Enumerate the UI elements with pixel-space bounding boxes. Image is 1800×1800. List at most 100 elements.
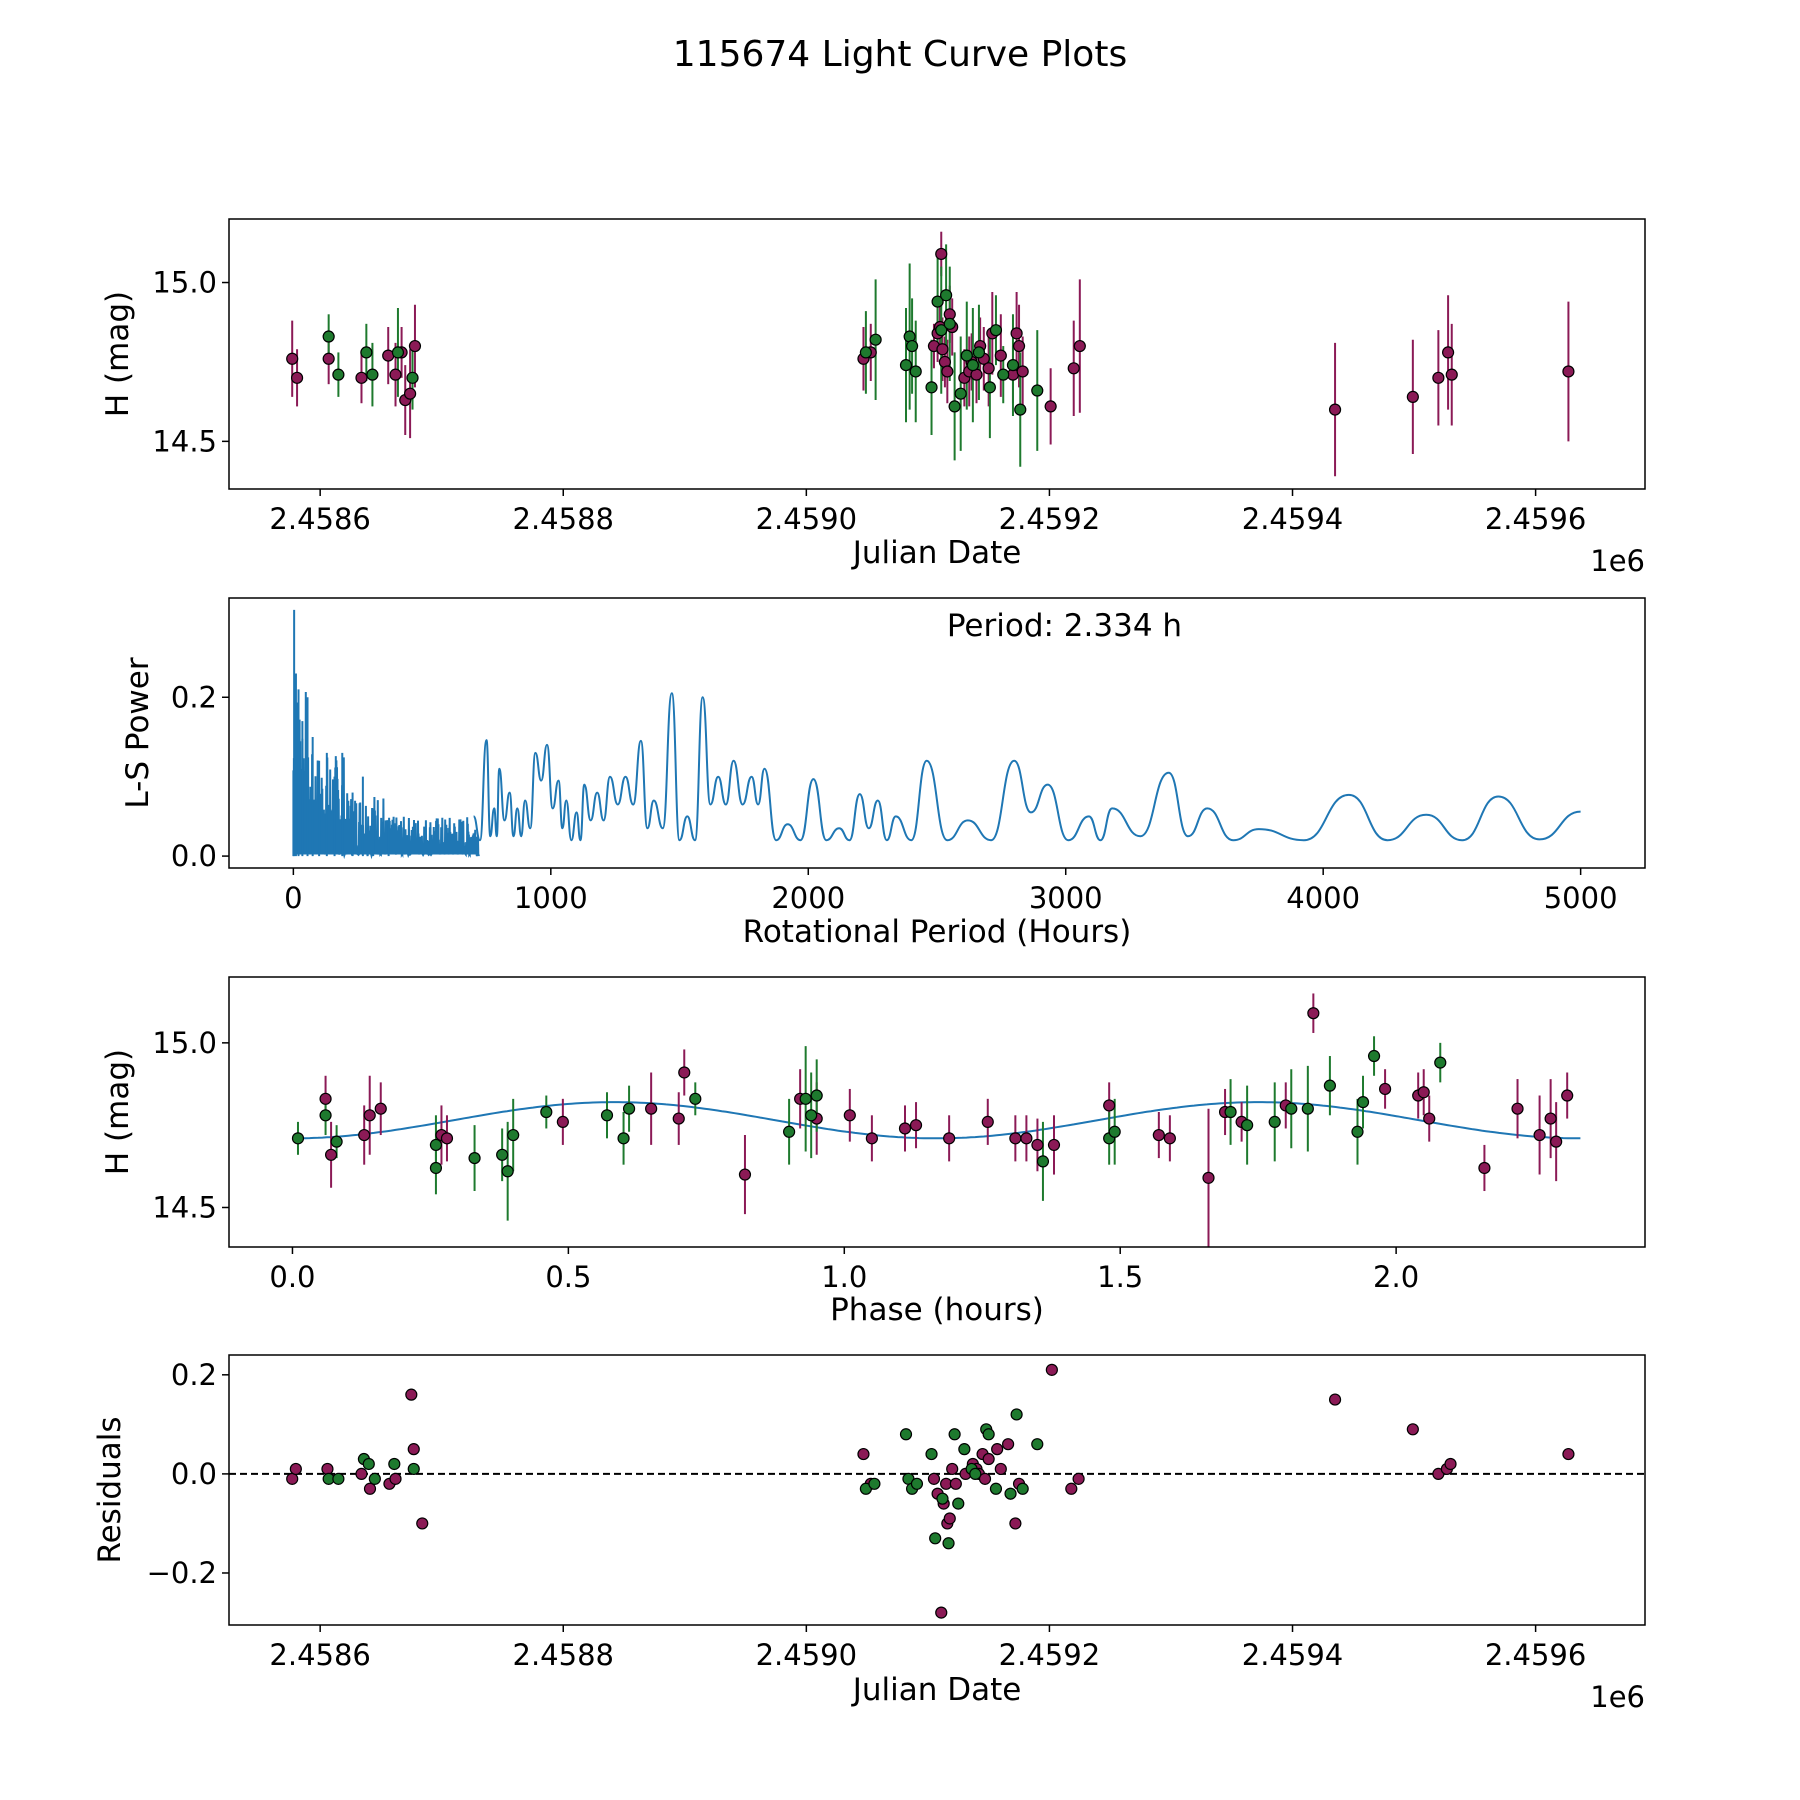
residuals-point-g [925,1447,938,1461]
periodogram-line [472,692,1581,842]
phased-point-g [1301,1102,1314,1115]
residuals-point-r [355,1467,368,1480]
periodogram-ytick-label: 0.0 [171,839,217,873]
residuals-point-g [958,1443,971,1456]
phased-point-r [678,1066,691,1079]
phased-point-g [799,1092,812,1105]
lightcurve-point-r [1441,346,1455,359]
lightcurve-point-r [1328,403,1342,416]
lightcurve-point-g [997,368,1010,381]
residuals-point-r [1406,1423,1419,1436]
lightcurve-point-g [960,349,973,362]
residuals-point-r [927,1472,941,1485]
residuals-point-g [952,1497,965,1510]
lightcurve-point-r [1067,362,1080,375]
lightcurve-point-r [1044,400,1057,413]
phased-point-g [330,1135,343,1148]
lightcurve-point-g [391,346,405,359]
residuals-ytick-label: 0.0 [171,1457,217,1491]
lightcurve-point-g [931,295,944,308]
lightcurve-xtick-label: 2.4596 [1485,502,1586,536]
residuals-point-g [1010,1408,1023,1421]
periodogram-ylabel: L-S Power [120,657,156,808]
residuals-xtick-label: 2.4596 [1485,1638,1586,1672]
lightcurve-point-r [935,247,948,261]
phased-point-r [319,1092,332,1105]
periodogram-xtick-label: 5000 [1544,881,1618,915]
phased-point-g [496,1148,509,1161]
lightcurve-point-g [859,346,872,359]
phased-point-g [319,1109,332,1122]
phased-xtick-label: 0.0 [269,1260,315,1294]
lightcurve-point-g [943,317,956,330]
phased-xtick-label: 1.5 [1097,1260,1143,1294]
lightcurve-point-r [1445,368,1458,381]
lightcurve-point-r [389,368,402,381]
lightcurve-point-g [954,387,967,400]
residuals-plot-area [229,1363,1645,1619]
lightcurve-point-g [972,346,986,359]
lightcurve-point-r [286,352,299,365]
phased-point-g [468,1151,481,1165]
residuals-point-g [899,1428,913,1441]
phased-axes-frame [228,976,1646,1248]
residuals-point-g [1004,1487,1017,1500]
lightcurve-point-r [1406,390,1419,403]
phased-point-r [1047,1138,1061,1152]
lightcurve-xtick-label: 2.4594 [1242,502,1343,536]
residuals-point-g [407,1462,420,1476]
phased-xtick-label: 2.0 [1373,1260,1419,1294]
residuals-point-g [1031,1438,1044,1451]
phased-point-g [1241,1119,1254,1132]
phased-point-r [1550,1135,1563,1148]
residuals-point-g [969,1467,982,1480]
lightcurve-axes-frame [228,218,1646,490]
residuals-point-r [321,1462,334,1476]
lightcurve-point-r [994,349,1007,362]
phased-point-r [943,1132,956,1145]
phased-point-r [865,1132,878,1145]
lightcurve-point-g [1006,359,1020,372]
phased-point-r [1423,1112,1436,1125]
phased-point-r [909,1119,923,1132]
residuals-point-r [1009,1517,1022,1530]
residuals-axes-frame [228,1354,1646,1626]
periodogram-axes-frame [228,597,1646,869]
lightcurve-xlabel: Julian Date [851,535,1022,571]
phased-point-g [600,1109,614,1122]
lightcurve-point-g [869,333,882,346]
phased-point-r [1561,1089,1574,1102]
residuals-point-r [1045,1363,1058,1376]
lightcurve-point-g [925,381,938,394]
lightcurve-point-r [1016,365,1029,378]
residuals-xtick-label: 2.4590 [756,1638,857,1672]
phased-point-r [1533,1128,1546,1142]
residuals-point-r [1328,1393,1342,1406]
lightcurve-point-g [366,368,379,381]
residuals-point-g [368,1472,381,1485]
phased-point-g [1285,1102,1298,1115]
residuals-point-r [416,1517,429,1530]
residuals-ytick-label: 0.2 [171,1358,217,1392]
residuals-point-r [978,1472,992,1485]
phased-point-r [1031,1138,1044,1152]
residuals-point-r [1065,1482,1078,1495]
phased-point-g [291,1132,305,1145]
phased-xtick-label: 1.0 [821,1260,867,1294]
lightcurve-ylabel: H (mag) [100,291,136,417]
lightcurve-point-r [404,387,417,400]
phased-point-r [440,1132,454,1145]
phased-point-r [324,1148,338,1161]
periodogram-dense-region [292,691,480,860]
periodogram-annotation: Period: 2.334 h [947,608,1182,644]
phased-point-g [1367,1049,1381,1063]
lightcurve-point-g [909,365,922,378]
phased-point-g [810,1089,823,1102]
lightcurve-point-r [408,339,422,353]
phased-point-g [429,1138,443,1152]
lightcurve-xtick-label: 2.4592 [999,502,1100,536]
residuals-point-r [1444,1457,1457,1471]
lightcurve-point-r [941,365,954,378]
phased-point-r [1307,1007,1320,1020]
